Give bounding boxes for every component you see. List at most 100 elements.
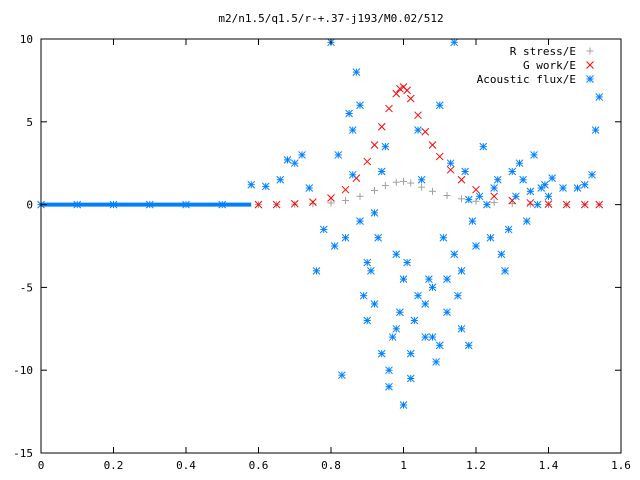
data-point (421, 127, 430, 136)
data-point (406, 94, 415, 103)
data-point (450, 38, 459, 47)
x-tick-label: 1.4 (539, 459, 559, 472)
data-point (385, 104, 393, 113)
data-point (367, 266, 375, 275)
data-point (512, 192, 520, 201)
data-point (464, 195, 473, 204)
data-point (443, 308, 451, 317)
data-point (334, 151, 343, 159)
data-point (305, 184, 314, 192)
data-point (356, 101, 364, 110)
data-point (446, 165, 455, 174)
data-point (341, 233, 350, 242)
data-point (400, 177, 407, 185)
data-point (479, 142, 488, 151)
data-point (381, 182, 389, 190)
data-point (508, 200, 516, 208)
data-point (501, 266, 509, 275)
data-point (381, 142, 390, 151)
data-point (457, 324, 466, 333)
x-tick-label: 1.2 (466, 459, 486, 472)
data-point (290, 159, 299, 168)
data-point (348, 126, 357, 134)
data-point (472, 242, 480, 250)
data-point (435, 152, 444, 161)
data-point (370, 209, 379, 217)
data-point (429, 187, 436, 195)
data-point (541, 180, 549, 189)
data-point (573, 184, 582, 192)
data-point (359, 291, 368, 300)
data-point (406, 349, 415, 358)
data-point (472, 185, 480, 194)
data-point (457, 175, 466, 184)
data-point (458, 195, 465, 203)
data-point (428, 141, 437, 149)
data-point (338, 371, 346, 380)
x-tick-label: 1.6 (611, 459, 631, 472)
data-point (580, 200, 589, 209)
data-point (544, 200, 553, 208)
data-point (591, 126, 600, 134)
legend-label: R stress/E (510, 45, 576, 58)
y-tick-label: 0 (26, 199, 33, 212)
data-point (595, 93, 604, 101)
data-point (421, 300, 430, 308)
data-point (526, 200, 534, 208)
data-point (327, 199, 335, 207)
data-point (562, 200, 571, 209)
data-point (428, 283, 437, 292)
data-point (439, 233, 448, 242)
legend-label: G work/E (523, 59, 576, 72)
data-point (254, 200, 263, 209)
data-point (370, 300, 379, 308)
data-point (374, 233, 382, 242)
data-point (595, 200, 604, 209)
data-point (472, 197, 480, 205)
data-point (530, 151, 538, 159)
data-point (327, 194, 335, 202)
data-point (526, 187, 535, 196)
data-point (396, 308, 404, 317)
data-point (319, 225, 328, 234)
data-point (414, 111, 422, 120)
data-point (435, 341, 444, 350)
x-tick-label: 0.2 (104, 459, 124, 472)
data-point (392, 250, 401, 259)
data-point (428, 333, 437, 341)
y-tick-label: -10 (13, 364, 33, 377)
data-point (454, 291, 462, 300)
x-tick-label: 0.4 (176, 459, 196, 472)
y-tick-label: -15 (13, 447, 33, 460)
data-point (298, 151, 306, 159)
data-point (421, 333, 430, 341)
data-point (403, 258, 411, 267)
data-point (290, 199, 299, 208)
data-point (261, 182, 270, 191)
data-point (399, 275, 408, 283)
data-point (283, 156, 292, 164)
data-point (330, 242, 339, 250)
data-point (403, 86, 411, 95)
data-point (363, 157, 372, 166)
data-point (407, 179, 415, 187)
data-point (544, 192, 553, 201)
data-point (392, 324, 401, 333)
axes: 0 0.2 0.4 0.6 0.8 1 1.2 1.4 1.6 -15 -10 -5 0 5 10 (13, 33, 631, 472)
data-point (515, 159, 524, 168)
legend-label: Acoustic flux/E (477, 73, 576, 86)
data-point (588, 170, 596, 179)
data-point (468, 217, 477, 226)
data-point (410, 316, 419, 325)
data-point (247, 180, 256, 189)
data-point (348, 170, 357, 179)
data-point (475, 192, 484, 201)
data-point (363, 258, 372, 267)
data-point (457, 266, 466, 275)
data-point (312, 266, 321, 275)
legend-marker (586, 61, 594, 69)
x-tick-label: 0 (38, 459, 45, 472)
